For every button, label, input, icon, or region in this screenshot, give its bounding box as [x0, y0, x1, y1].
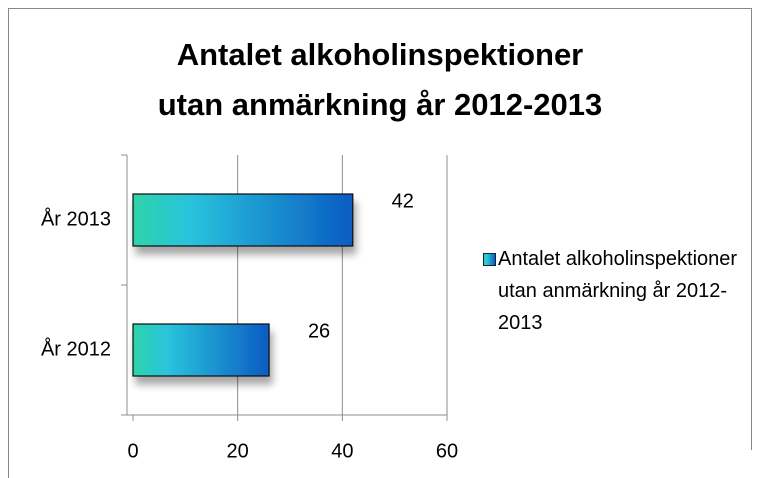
x-tick-label: 0	[127, 440, 138, 462]
x-tick-label: 60	[436, 440, 458, 462]
legend-swatch	[483, 253, 496, 266]
bar	[132, 323, 270, 377]
chart-border	[8, 8, 752, 478]
legend-label: Antalet alkoholinspektioner utan anmärkn…	[498, 248, 738, 334]
x-tick-label: 40	[331, 440, 353, 462]
x-tick-label: 20	[227, 440, 249, 462]
data-label: 42	[392, 190, 414, 212]
y-tick-label: År 2013	[41, 207, 111, 230]
chart-title: Antalet alkoholinspektioner utan anmärkn…	[157, 37, 603, 122]
y-tick-label: År 2012	[41, 337, 111, 360]
legend: Antalet alkoholinspektioner utan anmärkn…	[483, 243, 748, 339]
data-label: 26	[308, 320, 330, 342]
bar	[132, 193, 354, 247]
